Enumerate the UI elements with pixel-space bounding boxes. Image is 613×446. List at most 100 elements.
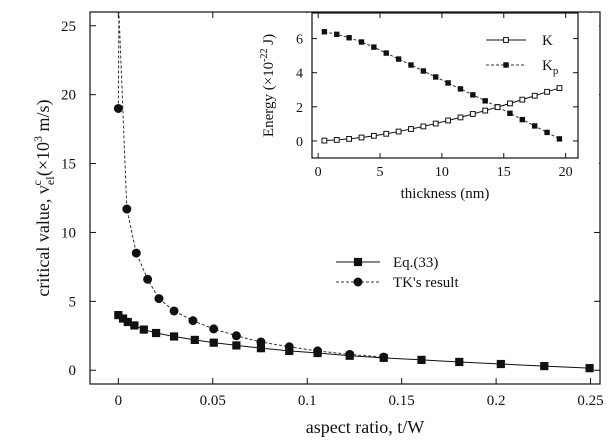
inset-x-tick-label: 15 <box>497 165 511 180</box>
inset-x-axis-label: thickness (nm) <box>401 186 490 202</box>
k-point <box>346 135 353 142</box>
y-tick-label: 20 <box>61 88 76 104</box>
y-tick-label: 5 <box>69 294 77 310</box>
y-axis-label: critical value, velc (×103 m/s) <box>30 99 57 296</box>
tk-result-point <box>113 103 123 113</box>
legend-eq33-label: Eq.(33) <box>393 255 438 271</box>
x-axis-label: aspect ratio, t/W <box>306 417 424 437</box>
eq33-point <box>379 353 388 362</box>
k-point <box>370 132 377 139</box>
series-eq33 <box>114 311 594 373</box>
kp-point <box>482 98 488 104</box>
k-point <box>333 137 340 143</box>
eq33-point <box>417 355 426 364</box>
y-axis-label-unit-exp: 3 <box>31 136 45 142</box>
x-tick-label: 0.25 <box>577 393 603 409</box>
k-point <box>420 123 427 130</box>
k-point <box>556 85 563 91</box>
inset-y-axis-label-main: Energy (×10 <box>261 62 277 137</box>
kp-point <box>507 110 513 117</box>
main-plot-frame <box>89 11 601 385</box>
eq33-line <box>118 314 590 369</box>
legend-eq33-marker <box>353 257 363 267</box>
legend-kp-label-sub: p <box>553 65 559 77</box>
inset-x-tick-label: 20 <box>559 165 573 180</box>
y-axis-label-unit: (×10 <box>33 142 54 176</box>
kp-point <box>408 62 414 68</box>
tk-result-point <box>122 204 132 214</box>
eq33-point <box>232 341 241 350</box>
legend-k-marker <box>503 37 509 43</box>
tk-result-point <box>154 294 164 304</box>
kp-point <box>346 35 352 41</box>
kp-point <box>395 56 402 62</box>
main-legend: Eq.(33) TK's result <box>336 255 459 291</box>
kp-point <box>470 92 476 98</box>
k-point <box>408 126 414 132</box>
eq33-point <box>190 335 199 345</box>
k-point <box>383 130 390 137</box>
k-point <box>321 137 328 144</box>
x-tick-label: 0.1 <box>298 393 317 409</box>
inset-y-tick-label: 0 <box>296 135 303 150</box>
eq33-point <box>169 332 179 341</box>
kp-point <box>519 116 526 123</box>
eq33-point <box>585 364 594 373</box>
tk-result-point <box>131 248 141 258</box>
legend-kp-label-main: K <box>542 58 553 74</box>
kp-point <box>358 39 365 45</box>
y-axis-label-main: critical value, v <box>33 185 53 296</box>
inset-x-tick-label: 10 <box>435 165 449 180</box>
x-tick-label: 0.2 <box>487 393 506 409</box>
eq33-point <box>209 338 218 347</box>
eq33-point <box>256 344 266 353</box>
kp-point <box>556 136 563 142</box>
kp-point <box>420 68 427 74</box>
eq33-point <box>139 325 148 334</box>
tk-result-point <box>169 306 179 316</box>
y-axis-label-sup: c <box>30 180 44 185</box>
legend-kp-marker <box>503 62 509 68</box>
k-point <box>482 107 489 114</box>
k-point <box>445 117 451 124</box>
eq33-point <box>540 361 549 371</box>
inset-y-tick-label: 2 <box>296 101 303 116</box>
kp-point <box>433 74 439 80</box>
legend-tk-label: TK's result <box>393 275 459 291</box>
tk-result-point <box>231 331 241 341</box>
legend-kp-label: Kp <box>542 58 559 77</box>
tk-result-point <box>143 274 153 284</box>
y-axis-label-unit-close: m/s) <box>33 99 54 136</box>
k-point <box>531 92 538 99</box>
kp-point <box>531 123 538 129</box>
inset-y-axis-label-sup: -22 <box>259 49 270 62</box>
inset-y-tick-label: 6 <box>296 33 303 48</box>
kp-point <box>457 86 464 92</box>
eq33-point <box>285 346 294 356</box>
eq33-point <box>345 351 354 360</box>
tk-result-line <box>117 12 384 358</box>
k-point <box>457 114 464 121</box>
eq33-point <box>496 359 505 369</box>
k-point <box>469 111 476 117</box>
k-point <box>395 128 402 135</box>
k-point <box>507 100 513 107</box>
inset-plot: 0 5 10 15 20 0 2 4 6 thickness (nm) Energy (×10-22… <box>254 12 599 211</box>
series-k <box>321 85 563 144</box>
y-axis-label-sub: el <box>43 176 57 185</box>
kp-point <box>445 80 451 86</box>
inset-legend: KKp <box>486 33 559 77</box>
inset-y-tick-label: 4 <box>296 67 303 82</box>
inset-x-tick-label: 0 <box>315 165 322 180</box>
kp-point <box>371 44 377 50</box>
k-point <box>519 96 526 103</box>
kp-point <box>383 50 389 56</box>
eq33-point <box>455 357 464 367</box>
eq33-point <box>313 348 322 358</box>
k-point <box>544 88 550 95</box>
k-point <box>432 120 439 127</box>
k-point <box>358 134 365 141</box>
